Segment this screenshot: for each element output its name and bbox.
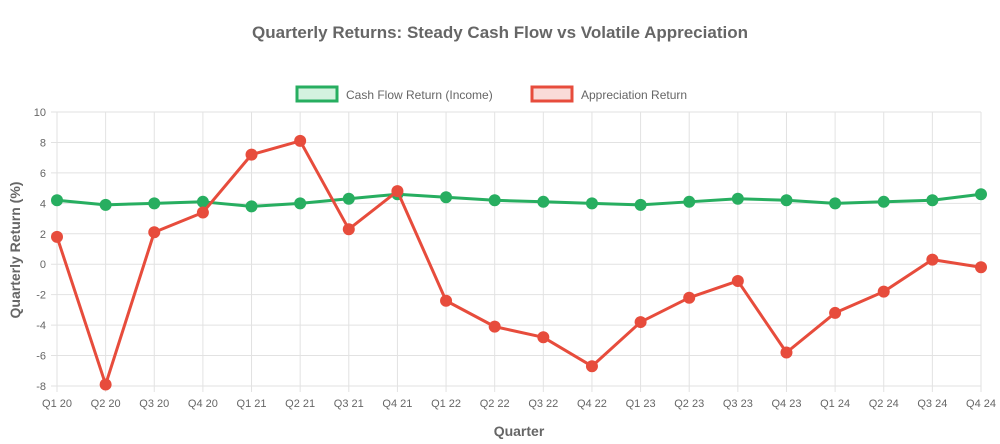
data-point[interactable] (537, 195, 550, 208)
legend-item[interactable]: Cash Flow Return (Income) (295, 85, 493, 103)
data-point[interactable] (683, 195, 696, 208)
series-lines (51, 134, 987, 391)
y-axis-title: Quarterly Return (%) (7, 182, 23, 319)
x-tick-label: Q4 22 (577, 398, 607, 410)
y-tick-label: -6 (36, 351, 46, 363)
data-point[interactable] (99, 378, 112, 391)
data-point[interactable] (877, 285, 890, 298)
data-point[interactable] (51, 194, 63, 207)
data-point[interactable] (634, 316, 647, 329)
y-tick-label: 4 (40, 198, 46, 210)
series-1 (51, 134, 987, 391)
x-tick-label: Q4 21 (382, 398, 412, 410)
data-point[interactable] (975, 261, 987, 274)
data-point[interactable] (926, 253, 939, 266)
data-point[interactable] (196, 195, 209, 208)
x-tick-label: Q2 20 (91, 398, 121, 410)
data-point[interactable] (975, 188, 987, 201)
data-point[interactable] (294, 134, 307, 147)
data-point[interactable] (51, 230, 63, 243)
data-point[interactable] (148, 197, 161, 210)
y-tick-label: -4 (36, 320, 46, 332)
x-tick-label: Q3 24 (917, 398, 947, 410)
grid (51, 111, 982, 392)
y-tick-label: 0 (40, 259, 46, 271)
data-point[interactable] (488, 320, 501, 333)
x-tick-label: Q4 24 (966, 398, 996, 410)
y-tick-label: 6 (40, 168, 46, 180)
x-tick-label: Q1 22 (431, 398, 461, 410)
data-point[interactable] (780, 346, 793, 359)
y-tick-label: -8 (36, 381, 46, 393)
x-axis-title: Quarter (494, 423, 545, 439)
x-tick-label: Q4 20 (188, 398, 218, 410)
data-point[interactable] (99, 198, 112, 211)
x-tick-label: Q3 20 (139, 398, 169, 410)
x-tick-label: Q2 22 (480, 398, 510, 410)
y-tick-label: 2 (40, 229, 46, 241)
x-tick-label: Q3 22 (528, 398, 558, 410)
chart-title: Quarterly Returns: Steady Cash Flow vs V… (252, 23, 748, 42)
x-tick-label: Q1 24 (820, 398, 850, 410)
series-line (56, 192, 982, 208)
data-point[interactable] (829, 306, 842, 319)
data-point[interactable] (780, 194, 793, 207)
x-tick-label: Q2 24 (869, 398, 899, 410)
data-point[interactable] (440, 294, 453, 307)
series-0 (51, 188, 987, 213)
y-axis-ticks: 10 8 6 4 2 0 -2 -4 -6 -8 (34, 107, 46, 393)
data-point[interactable] (342, 223, 355, 236)
data-point[interactable] (829, 197, 842, 210)
x-tick-label: Q2 21 (285, 398, 315, 410)
data-point[interactable] (148, 226, 161, 239)
data-point[interactable] (731, 192, 744, 205)
y-tick-label: 8 (40, 137, 46, 149)
data-point[interactable] (683, 291, 696, 304)
x-axis-ticks: Q1 20 Q2 20 Q3 20 Q4 20 Q1 21 Q2 21 Q3 21 Q4 21… (42, 398, 996, 410)
data-point[interactable] (294, 197, 307, 210)
legend-swatch (295, 85, 339, 103)
data-point[interactable] (245, 200, 258, 213)
x-tick-label: Q1 21 (237, 398, 267, 410)
legend-swatch (530, 85, 574, 103)
x-tick-label: Q4 23 (771, 398, 801, 410)
y-tick-label: 10 (34, 107, 46, 119)
legend-label: Appreciation Return (581, 88, 687, 102)
data-point[interactable] (585, 360, 598, 373)
x-tick-label: Q2 23 (674, 398, 704, 410)
data-point[interactable] (440, 191, 453, 204)
data-point[interactable] (245, 148, 258, 161)
data-point[interactable] (634, 198, 647, 211)
y-tick-label: -2 (36, 290, 46, 302)
data-point[interactable] (196, 206, 209, 219)
x-tick-label: Q1 23 (626, 398, 656, 410)
series-line (55, 139, 982, 386)
data-point[interactable] (537, 331, 550, 344)
data-point[interactable] (585, 197, 598, 210)
x-tick-label: Q1 20 (42, 398, 72, 410)
legend: Cash Flow Return (Income) Appreciation Re… (295, 85, 687, 103)
legend-label: Cash Flow Return (Income) (346, 88, 493, 102)
data-point[interactable] (877, 195, 890, 208)
x-tick-label: Q3 23 (723, 398, 753, 410)
legend-item[interactable]: Appreciation Return (530, 85, 687, 103)
x-tick-label: Q3 21 (334, 398, 364, 410)
data-point[interactable] (342, 192, 355, 205)
data-point[interactable] (731, 274, 744, 287)
data-point[interactable] (926, 194, 939, 207)
data-point[interactable] (488, 194, 501, 207)
data-point[interactable] (391, 185, 404, 198)
